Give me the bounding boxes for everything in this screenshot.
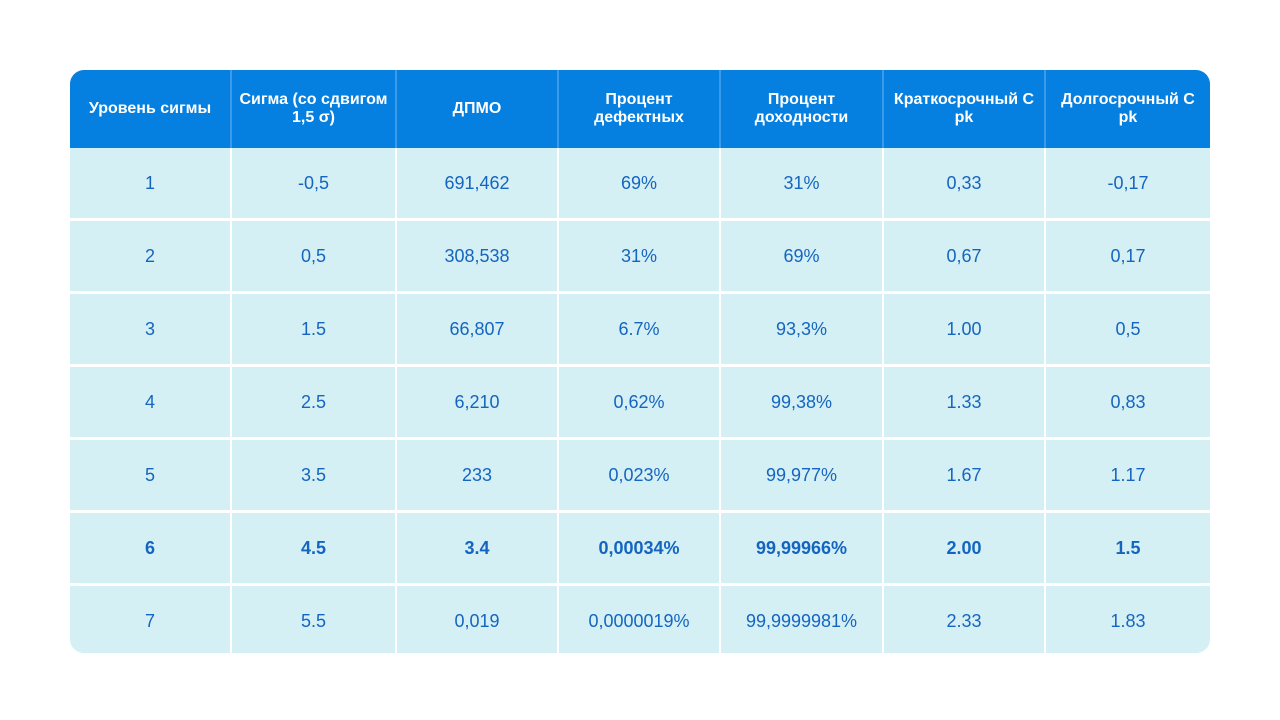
cell-dpmo: 0,019 (395, 583, 558, 653)
cell-long-term-cpk: 1.17 (1044, 437, 1210, 512)
cell-yield-percent: 93,3% (719, 291, 883, 366)
table-row: 5 3.5 233 0,023% 99,977% 1.67 1.17 (70, 437, 1210, 512)
cell-sigma-shifted: 4.5 (230, 510, 396, 585)
table-row: 7 5.5 0,019 0,0000019% 99,9999981% 2.33 … (70, 583, 1210, 653)
header-yield-percent: Процент доходности (719, 70, 883, 148)
cell-short-term-cpk: 2.33 (882, 583, 1045, 653)
header-dpmo: ДПМО (395, 70, 558, 148)
table-row: 2 0,5 308,538 31% 69% 0,67 0,17 (70, 218, 1210, 293)
cell-defect-percent: 0,62% (557, 364, 720, 439)
cell-sigma-shifted: -0,5 (230, 148, 396, 220)
cell-defect-percent: 69% (557, 148, 720, 220)
cell-defect-percent: 0,0000019% (557, 583, 720, 653)
cell-short-term-cpk: 0,67 (882, 218, 1045, 293)
cell-dpmo: 6,210 (395, 364, 558, 439)
header-sigma-level: Уровень сигмы (70, 70, 231, 148)
cell-yield-percent: 99,38% (719, 364, 883, 439)
cell-sigma-shifted: 3.5 (230, 437, 396, 512)
cell-defect-percent: 0,00034% (557, 510, 720, 585)
header-sigma-shifted: Сигма (со сдвигом 1,5 σ) (230, 70, 396, 148)
cell-defect-percent: 0,023% (557, 437, 720, 512)
table-row: 1 -0,5 691,462 69% 31% 0,33 -0,17 (70, 148, 1210, 220)
cell-dpmo: 233 (395, 437, 558, 512)
header-defect-percent: Процент дефектных (557, 70, 720, 148)
cell-yield-percent: 99,9999981% (719, 583, 883, 653)
header-row: Уровень сигмы Сигма (со сдвигом 1,5 σ) Д… (70, 70, 1210, 148)
cell-sigma-level: 3 (70, 291, 231, 366)
cell-yield-percent: 69% (719, 218, 883, 293)
cell-sigma-shifted: 0,5 (230, 218, 396, 293)
cell-short-term-cpk: 1.00 (882, 291, 1045, 366)
cell-defect-percent: 6.7% (557, 291, 720, 366)
cell-long-term-cpk: 0,83 (1044, 364, 1210, 439)
cell-defect-percent: 31% (557, 218, 720, 293)
cell-sigma-level: 7 (70, 583, 231, 653)
cell-dpmo: 66,807 (395, 291, 558, 366)
cell-sigma-shifted: 2.5 (230, 364, 396, 439)
cell-sigma-level: 5 (70, 437, 231, 512)
cell-sigma-level: 1 (70, 148, 231, 220)
table-row: 3 1.5 66,807 6.7% 93,3% 1.00 0,5 (70, 291, 1210, 366)
cell-sigma-shifted: 1.5 (230, 291, 396, 366)
cell-sigma-shifted: 5.5 (230, 583, 396, 653)
header-short-term-cpk: Краткосрочный С pk (882, 70, 1045, 148)
cell-dpmo: 3.4 (395, 510, 558, 585)
cell-dpmo: 691,462 (395, 148, 558, 220)
sigma-table-container: Уровень сигмы Сигма (со сдвигом 1,5 σ) Д… (70, 70, 1210, 653)
cell-short-term-cpk: 2.00 (882, 510, 1045, 585)
cell-long-term-cpk: 1.5 (1044, 510, 1210, 585)
cell-yield-percent: 99,977% (719, 437, 883, 512)
cell-sigma-level: 4 (70, 364, 231, 439)
cell-short-term-cpk: 1.33 (882, 364, 1045, 439)
sigma-levels-table: Уровень сигмы Сигма (со сдвигом 1,5 σ) Д… (70, 70, 1210, 653)
cell-long-term-cpk: 0,17 (1044, 218, 1210, 293)
table-row: 4 2.5 6,210 0,62% 99,38% 1.33 0,83 (70, 364, 1210, 439)
cell-short-term-cpk: 1.67 (882, 437, 1045, 512)
header-long-term-cpk: Долгосрочный С pk (1044, 70, 1210, 148)
table-body: 1 -0,5 691,462 69% 31% 0,33 -0,17 2 0,5 … (70, 148, 1210, 653)
cell-yield-percent: 99,99966% (719, 510, 883, 585)
cell-yield-percent: 31% (719, 148, 883, 220)
table-row-highlighted: 6 4.5 3.4 0,00034% 99,99966% 2.00 1.5 (70, 510, 1210, 585)
table-header: Уровень сигмы Сигма (со сдвигом 1,5 σ) Д… (70, 70, 1210, 148)
cell-long-term-cpk: -0,17 (1044, 148, 1210, 220)
cell-dpmo: 308,538 (395, 218, 558, 293)
cell-sigma-level: 2 (70, 218, 231, 293)
cell-long-term-cpk: 1.83 (1044, 583, 1210, 653)
cell-long-term-cpk: 0,5 (1044, 291, 1210, 366)
cell-sigma-level: 6 (70, 510, 231, 585)
cell-short-term-cpk: 0,33 (882, 148, 1045, 220)
